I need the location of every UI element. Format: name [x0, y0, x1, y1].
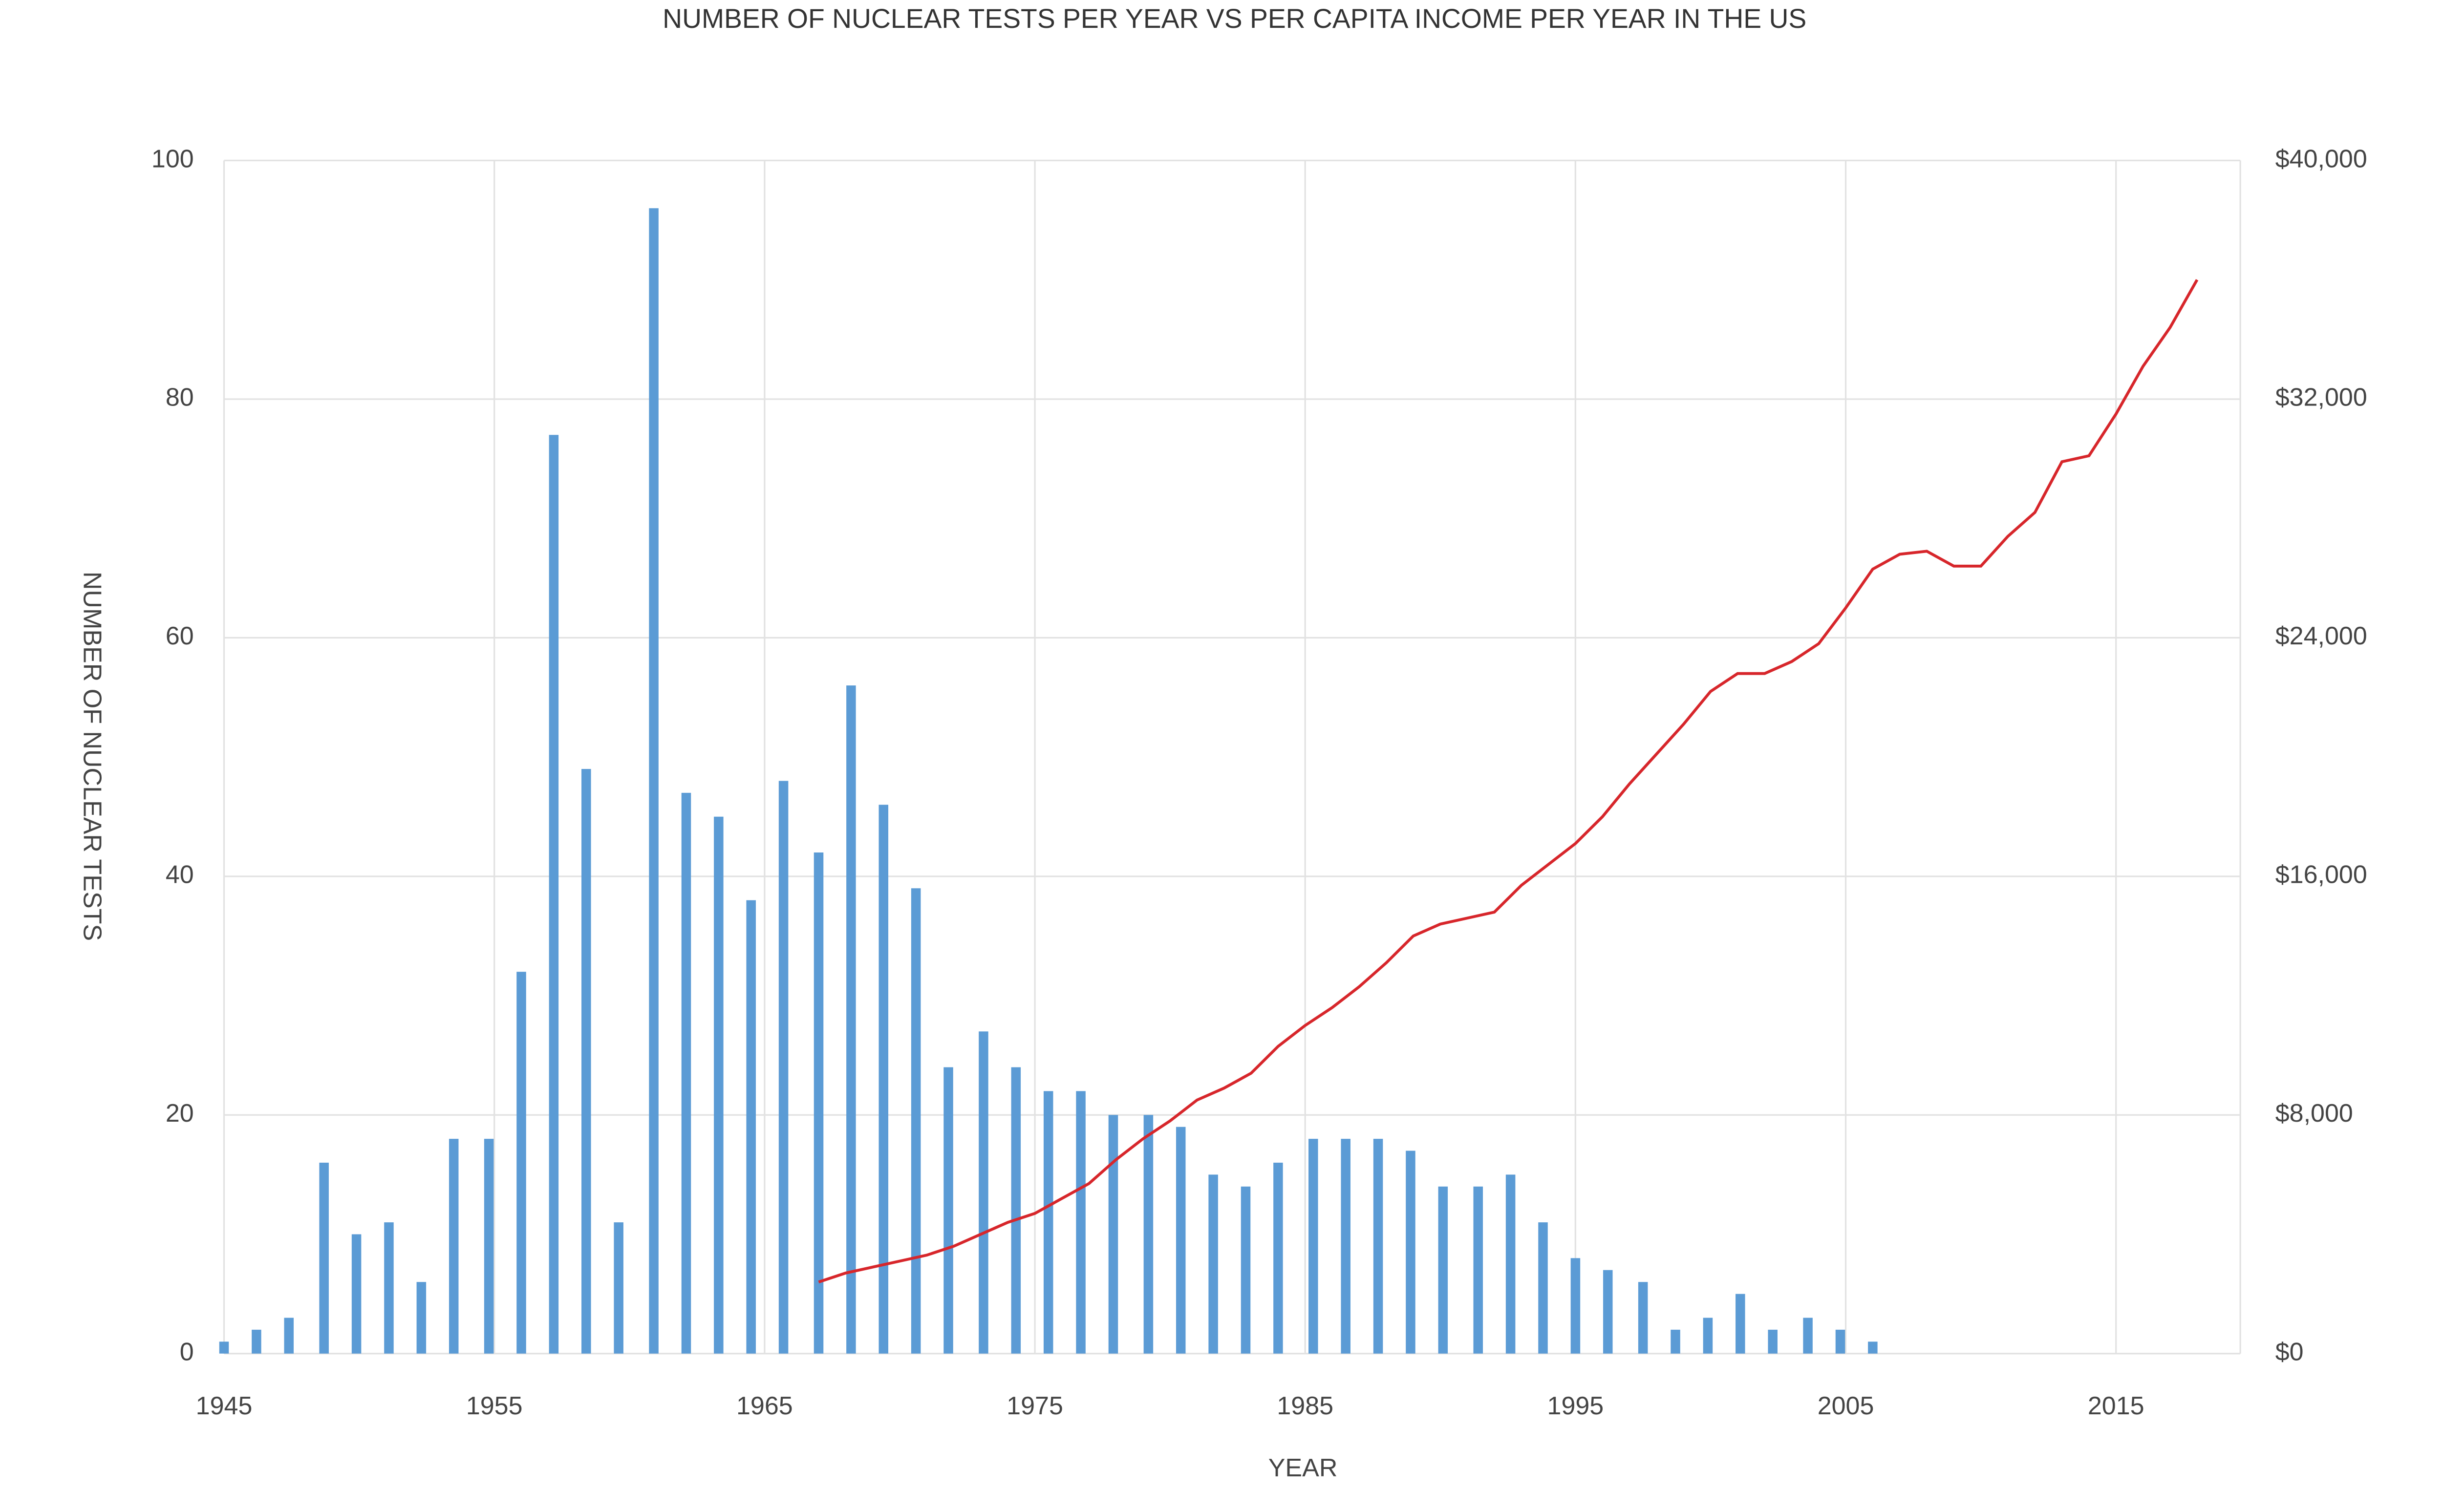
bar	[1473, 1186, 1483, 1354]
x-tick-label: 1985	[1277, 1392, 1333, 1420]
bar	[581, 769, 591, 1354]
bar	[714, 816, 724, 1354]
bar	[1241, 1186, 1251, 1354]
x-tick-label: 1945	[196, 1392, 253, 1420]
bar	[1868, 1342, 1878, 1354]
bar	[846, 685, 856, 1354]
y2-tick-label: $8,000	[2275, 1099, 2353, 1128]
y-tick-label: 80	[166, 383, 194, 412]
y-axis-label: NUMBER OF NUCLEAR TESTS	[78, 572, 107, 941]
bar	[1671, 1329, 1680, 1354]
bar	[879, 805, 889, 1354]
y2-tick-label: $16,000	[2275, 861, 2367, 889]
bar	[1505, 1174, 1516, 1354]
bar	[319, 1162, 329, 1354]
bar	[219, 1342, 229, 1354]
y2-tick-label: $24,000	[2275, 622, 2367, 650]
bar	[1835, 1329, 1845, 1354]
bar	[1803, 1318, 1813, 1354]
bar	[449, 1139, 459, 1354]
y-tick-label: 0	[180, 1338, 194, 1366]
x-tick-label: 2005	[1818, 1392, 1874, 1420]
x-tick-label: 2015	[2088, 1392, 2144, 1420]
y-tick-label: 100	[151, 145, 194, 173]
y-tick-label: 20	[166, 1099, 194, 1128]
bar	[778, 781, 789, 1354]
bar	[1273, 1162, 1283, 1354]
bar	[549, 435, 559, 1354]
y2-tick-label: $0	[2275, 1338, 2304, 1366]
bar	[1736, 1294, 1745, 1354]
bar	[1570, 1258, 1581, 1354]
bar	[1373, 1139, 1383, 1354]
bar	[1143, 1115, 1154, 1354]
chart-title: NUMBER OF NUCLEAR TESTS PER YEAR VS PER …	[663, 3, 1806, 34]
bar	[384, 1222, 394, 1354]
bar	[1108, 1115, 1118, 1354]
income-line	[818, 279, 2199, 1283]
bar	[351, 1234, 362, 1354]
y2-tick-label: $40,000	[2275, 145, 2367, 173]
y-tick-label: 60	[166, 622, 194, 650]
x-tick-label: 1975	[1007, 1392, 1063, 1420]
bar	[1341, 1139, 1350, 1354]
bar	[1638, 1282, 1648, 1354]
bar	[1076, 1091, 1086, 1354]
bar	[416, 1282, 427, 1354]
bar	[614, 1222, 623, 1354]
bar	[1703, 1318, 1713, 1354]
bar	[1011, 1067, 1021, 1354]
x-tick-label: 1995	[1547, 1392, 1604, 1420]
bar	[1406, 1150, 1415, 1354]
y-tick-label: 40	[166, 861, 194, 889]
bar	[484, 1139, 494, 1354]
bar	[1308, 1139, 1318, 1354]
bar	[814, 852, 824, 1354]
x-tick-label: 1965	[736, 1392, 793, 1420]
x-axis-label: YEAR	[1268, 1454, 1338, 1482]
y2-tick-label: $32,000	[2275, 383, 2367, 412]
bar	[979, 1031, 988, 1354]
bar	[943, 1067, 953, 1354]
bar	[1538, 1222, 1548, 1354]
bar	[252, 1329, 261, 1354]
bar	[1208, 1174, 1218, 1354]
bar	[1043, 1091, 1053, 1354]
bar	[911, 888, 921, 1354]
bar	[649, 208, 659, 1354]
bar	[1176, 1127, 1186, 1354]
bar	[1438, 1186, 1448, 1354]
bar	[516, 972, 526, 1354]
bar	[1603, 1270, 1613, 1354]
bar	[681, 792, 691, 1354]
x-tick-label: 1955	[466, 1392, 523, 1420]
bar	[284, 1318, 294, 1354]
bar	[1768, 1329, 1778, 1354]
bar	[746, 900, 756, 1354]
